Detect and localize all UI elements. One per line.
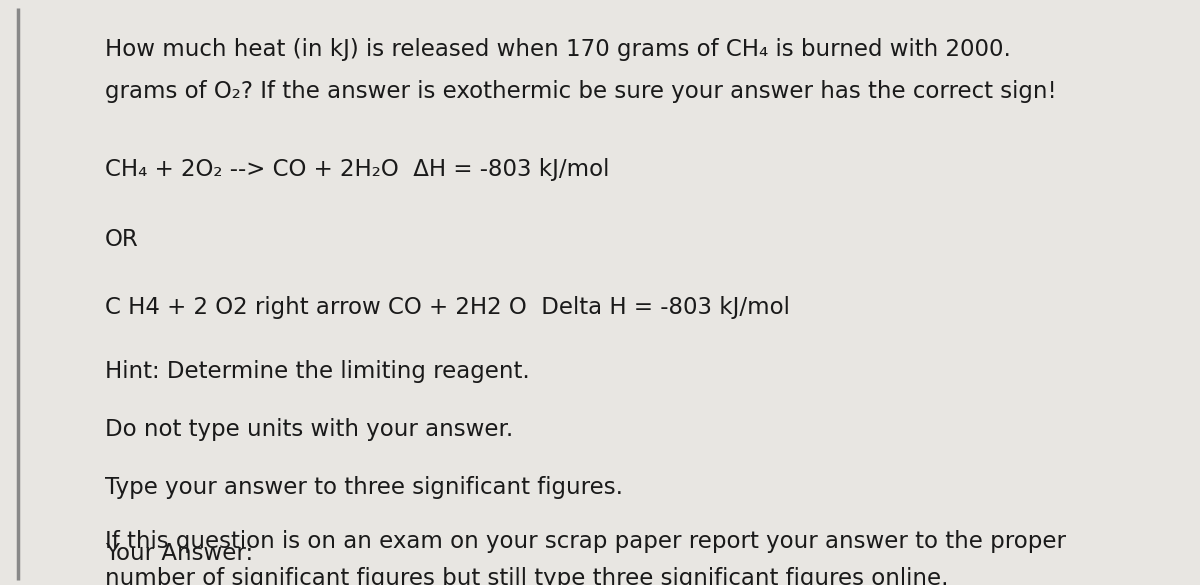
Text: How much heat (in kJ) is released when 170 grams of CH₄ is burned with 2000.: How much heat (in kJ) is released when 1…	[106, 38, 1010, 61]
Text: C H4 + 2 O2 right arrow CO + 2H2 O  Delta H = -803 kJ/mol: C H4 + 2 O2 right arrow CO + 2H2 O Delta…	[106, 296, 790, 319]
Text: grams of O₂? If the answer is exothermic be sure your answer has the correct sig: grams of O₂? If the answer is exothermic…	[106, 80, 1057, 103]
Text: CH₄ + 2O₂ --> CO + 2H₂O  ΔH = -803 kJ/mol: CH₄ + 2O₂ --> CO + 2H₂O ΔH = -803 kJ/mol	[106, 158, 610, 181]
Text: Type your answer to three significant figures.: Type your answer to three significant fi…	[106, 476, 623, 499]
Text: OR: OR	[106, 228, 139, 251]
Text: If this question is on an exam on your scrap paper report your answer to the pro: If this question is on an exam on your s…	[106, 530, 1066, 553]
Text: Your Answer:: Your Answer:	[106, 542, 253, 565]
Text: Hint: Determine the limiting reagent.: Hint: Determine the limiting reagent.	[106, 360, 529, 383]
Text: number of significant figures but still type three significant figures online.: number of significant figures but still …	[106, 567, 948, 585]
Text: Do not type units with your answer.: Do not type units with your answer.	[106, 418, 514, 441]
